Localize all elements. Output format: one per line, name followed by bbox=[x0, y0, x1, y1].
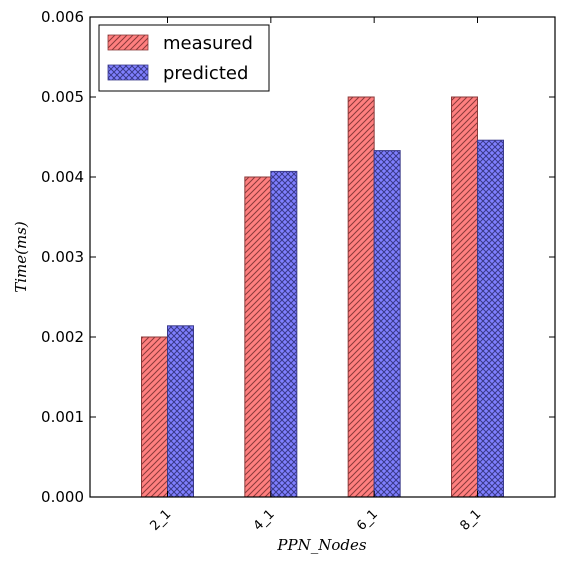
bar-measured-6_1 bbox=[347, 96, 375, 498]
y-axis-label: Time(ms) bbox=[12, 221, 30, 293]
bars-layer bbox=[141, 96, 504, 498]
bar-predicted-4_1 bbox=[270, 170, 298, 498]
y-tick-label: 0.003 bbox=[41, 248, 84, 266]
y-tick-label: 0.004 bbox=[41, 168, 84, 186]
legend: measured predicted bbox=[98, 24, 270, 92]
bar-measured-2_1 bbox=[141, 336, 168, 498]
y-tick-label: 0.000 bbox=[41, 488, 84, 506]
legend-label-predicted: predicted bbox=[163, 63, 248, 84]
legend-label-measured: measured bbox=[163, 33, 253, 54]
bar-predicted-6_1 bbox=[373, 150, 401, 498]
bar-measured-4_1 bbox=[244, 176, 272, 498]
x-axis: 2_1 4_1 6_1 8_1 bbox=[147, 17, 484, 534]
bar-predicted-8_1 bbox=[477, 139, 504, 498]
bar-measured-8_1 bbox=[451, 96, 478, 498]
legend-swatch-predicted bbox=[107, 64, 149, 81]
x-tick-label-4_1: 4_1 bbox=[251, 507, 278, 534]
y-tick-label: 0.002 bbox=[41, 328, 84, 346]
x-tick-label-6_1: 6_1 bbox=[354, 507, 381, 534]
y-axis: 0.000 0.001 0.002 0.003 0.004 0.005 0.006 bbox=[41, 8, 555, 506]
x-tick-label-8_1: 8_1 bbox=[457, 507, 484, 534]
y-tick-label: 0.005 bbox=[41, 88, 84, 106]
x-axis-label: PPN_Nodes bbox=[276, 536, 366, 554]
legend-swatch-measured bbox=[107, 34, 149, 51]
y-tick-label: 0.006 bbox=[41, 8, 84, 26]
x-tick-label-2_1: 2_1 bbox=[147, 507, 174, 534]
y-tick-label: 0.001 bbox=[41, 408, 84, 426]
bar-predicted-2_1 bbox=[167, 325, 194, 498]
